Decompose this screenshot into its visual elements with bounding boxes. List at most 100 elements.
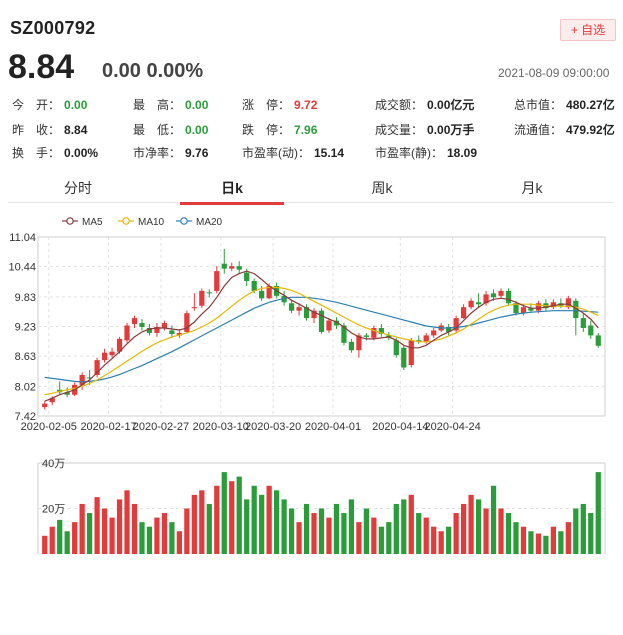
quote-item: 今 开： 0.00 [12,96,87,113]
candle-body [363,335,369,337]
tab-week[interactable]: 周k [371,180,393,196]
quote-value: 0.00 [64,98,88,112]
volume-bar [453,513,459,554]
tab-day[interactable]: 日k [180,178,284,205]
y-tick-label: 10.44 [8,262,36,274]
volume-bar [116,499,123,554]
ma10-line [44,286,599,396]
candle-body [378,327,384,334]
volume-bar [244,499,250,554]
volume-bar [573,508,579,554]
volume-bar [303,503,310,554]
candle-body [416,340,422,342]
price-change: 0.00 0.00% [102,60,204,82]
candle-body [124,325,130,341]
volume-bar [288,508,295,554]
volume-bar [214,485,220,554]
y-tick-label: 8.02 [15,381,36,393]
x-tick-label: 2020-02-17 [80,421,136,433]
quote-item: 跌 停： 7.96 [242,121,317,138]
candle-body [490,293,497,298]
candle-body [595,335,601,346]
volume-bar [94,497,100,554]
volume-bar [236,476,242,554]
quote-label: 成交额： [375,98,424,112]
volume-bar [468,494,474,554]
candle-body [498,290,504,296]
candle-body [101,352,108,361]
x-tick-label: 2020-04-24 [425,421,481,433]
volume-bar [513,522,519,554]
quote-item: 市净率： 9.76 [133,144,208,161]
candle-body [348,341,355,351]
volume-bar [169,522,175,554]
candle-body [191,307,197,309]
candle-body [423,335,429,342]
candle-body [146,327,153,333]
quote-value: 0.00亿元 [427,98,475,112]
volume-tick-label: 40万 [42,458,65,470]
quote-label: 市净率： [133,146,182,160]
quote-item: 成交额： 0.00亿元 [375,96,474,113]
candle-body [94,360,100,375]
quote-value: 18.09 [447,146,478,160]
volume-bar [356,522,362,554]
candle-body [116,338,123,352]
candle-body [333,320,340,326]
candle-body [296,307,302,311]
quote-label: 最 高： [133,98,182,112]
quote-value: 480.27亿 [566,98,615,112]
volume-bar [72,522,78,554]
candle-body [281,295,287,303]
candle-body [318,310,325,332]
legend-marker-ma5 [66,217,74,225]
volume-bar [588,513,594,554]
legend-label-ma5: MA5 [82,217,103,228]
kline-chart: 11.04 10.44 9.83 9.23 8.63 8.02 7.422020-02-05… [8,217,606,554]
volume-bar [558,531,564,554]
tab-timeshare[interactable]: 分时 [64,180,92,196]
candle-body [311,310,317,319]
quote-label: 昨 收： [12,123,61,137]
candle-body [139,323,145,327]
volume-bar [109,517,115,554]
candle-body [214,271,220,291]
volume-bar [259,494,265,554]
volume-bar [221,472,227,554]
quote-value: 0.00万手 [427,123,475,137]
volume-bar [423,517,429,554]
legend-marker-ma10 [122,217,130,225]
candle-body [161,323,168,328]
volume-bar [461,503,467,554]
candle-body [505,290,512,304]
quote-label: 跌 停： [242,123,291,137]
candle-body [475,302,482,305]
volume-bar [101,508,108,554]
volume-bar [184,508,190,554]
volume-bar [490,485,497,554]
quote-item: 流通值： 479.92亿 [514,121,615,138]
volume-bar [64,531,70,554]
add-watchlist-button[interactable]: + 自选 [560,19,616,41]
volume-bar [401,499,407,554]
quote-item: 换 手： 0.00% [12,144,98,161]
legend-label-ma20: MA20 [196,217,223,228]
volume-bar [371,517,377,554]
quote-value: 9.72 [294,98,318,112]
volume-bar [565,522,571,554]
volume-bar [266,485,272,554]
volume-bar [341,513,347,554]
volume-bar [161,513,168,554]
volume-bar [311,513,317,554]
candle-body [154,326,160,333]
quote-label: 市盈率(动)： [242,146,310,160]
candle-body [483,294,489,304]
volume-bar [348,499,355,554]
quote-value: 0.00 [185,123,209,137]
candle-body [109,351,115,356]
candle-body [288,303,295,311]
tab-month[interactable]: 月k [521,180,543,196]
volume-bar [124,490,130,554]
candle-body [580,318,586,328]
candle-body [184,313,190,332]
